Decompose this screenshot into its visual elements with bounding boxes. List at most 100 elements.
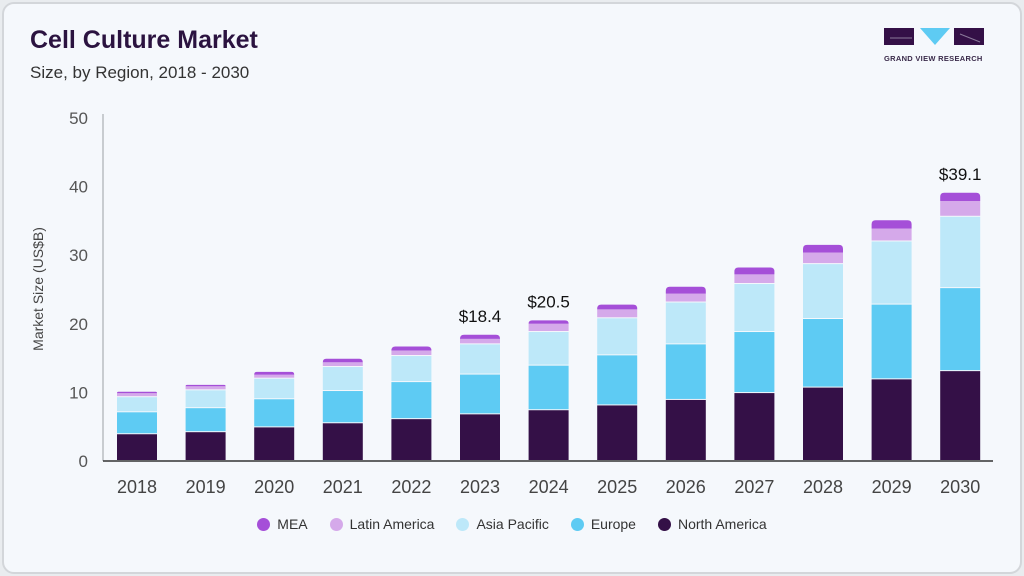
legend-item: North America: [657, 516, 767, 532]
bar-segment-north-america: [117, 434, 157, 460]
x-tick-label: 2021: [323, 477, 363, 497]
bar-segment-europe: [117, 412, 157, 434]
bar-segment-mea: [665, 286, 706, 294]
bar-segment-asia-pacific: [734, 284, 775, 332]
bar-segment-north-america: [185, 432, 226, 460]
bar-segment-latin-america: [734, 274, 775, 284]
x-tick-label: 2029: [872, 477, 912, 497]
legend-label: Latin America: [349, 516, 435, 532]
bar-segment-europe: [185, 408, 226, 432]
bar-segment-north-america: [597, 405, 638, 460]
x-tick-label: 2019: [186, 477, 226, 497]
y-tick-label: 30: [69, 246, 88, 265]
x-tick-label: 2030: [940, 477, 980, 497]
bar-segment-asia-pacific: [322, 367, 363, 391]
bar-segment-asia-pacific: [391, 356, 432, 382]
x-tick-label: 2024: [529, 477, 569, 497]
chart-subtitle: Size, by Region, 2018 - 2030: [30, 63, 250, 82]
bar-segment-mea: [254, 371, 295, 375]
y-tick-label: 0: [79, 452, 88, 471]
bar-segment-latin-america: [322, 362, 363, 367]
bar-segment-europe: [322, 391, 363, 423]
y-tick-label: 10: [69, 383, 88, 402]
bar-segment-latin-america: [117, 393, 157, 397]
bar-segment-asia-pacific: [117, 397, 157, 412]
grand-view-research-logo: GRAND VIEW RESEARCH: [884, 28, 984, 63]
x-tick-label: 2027: [734, 477, 774, 497]
bar-segment-latin-america: [460, 338, 500, 344]
legend-swatch-icon: [329, 517, 343, 531]
legend-label: Asia Pacific: [476, 516, 549, 532]
legend-label: MEA: [277, 516, 308, 532]
bar-segment-asia-pacific: [803, 264, 843, 318]
bar-segment-mea: [871, 220, 912, 229]
bar-segment-asia-pacific: [940, 216, 981, 288]
bar-segment-mea: [597, 304, 638, 310]
bar-segment-mea: [940, 192, 981, 202]
bar-segment-mea: [185, 384, 226, 387]
bar-segment-asia-pacific: [597, 318, 638, 355]
bar-segment-europe: [665, 344, 706, 399]
bar-segment-europe: [734, 332, 775, 393]
logo-mark-icon: [884, 28, 984, 45]
bar-segment-latin-america: [254, 374, 295, 378]
bar-segment-north-america: [391, 419, 432, 460]
bar-segment-north-america: [254, 427, 295, 460]
y-tick-label: 40: [69, 178, 88, 197]
bar-segment-mea: [734, 267, 775, 275]
bar-segment-europe: [391, 382, 432, 419]
bar-segment-north-america: [871, 379, 912, 460]
bar-segment-asia-pacific: [528, 332, 569, 365]
bar-segment-europe: [254, 399, 295, 427]
x-tick-label: 2022: [391, 477, 431, 497]
bar-segment-europe: [940, 288, 981, 371]
bar-segment-europe: [460, 374, 500, 414]
bar-segment-mea: [460, 334, 500, 339]
x-tick-label: 2023: [460, 477, 500, 497]
bar-segment-asia-pacific: [185, 390, 226, 408]
bar-segment-asia-pacific: [460, 344, 500, 374]
bar-segment-north-america: [665, 399, 706, 460]
legend-swatch-icon: [570, 517, 584, 531]
bar-segment-latin-america: [665, 293, 706, 302]
legend: MEA Latin America Asia Pacific Europe North …: [0, 516, 1024, 532]
bar-segment-latin-america: [597, 309, 638, 318]
chart-title: Cell Culture Market: [30, 26, 258, 54]
bar-segment-north-america: [940, 371, 981, 460]
bar-segment-asia-pacific: [871, 241, 912, 304]
data-label-total: $39.1: [939, 165, 982, 184]
legend-item: Latin America: [329, 516, 435, 532]
bar-segment-north-america: [734, 393, 775, 460]
legend-item: Europe: [570, 516, 636, 532]
bar-segment-mea: [322, 358, 363, 363]
y-tick-label: 20: [69, 315, 88, 334]
legend-item: Asia Pacific: [456, 516, 549, 532]
x-tick-label: 2025: [597, 477, 637, 497]
bar-segment-latin-america: [871, 228, 912, 241]
data-label-total: $20.5: [527, 292, 570, 311]
bar-segment-europe: [597, 355, 638, 405]
x-tick-label: 2026: [666, 477, 706, 497]
bar-segment-north-america: [528, 410, 569, 460]
x-tick-label: 2028: [803, 477, 843, 497]
legend-swatch-icon: [257, 517, 271, 531]
x-tick-label: 2018: [117, 477, 157, 497]
bar-segment-latin-america: [803, 252, 843, 264]
bar-segment-mea: [528, 320, 569, 324]
bar-segment-latin-america: [185, 386, 226, 390]
data-label-total: $18.4: [459, 307, 502, 326]
y-axis-title: Market Size (US$B): [30, 227, 46, 351]
bar-segment-mea: [803, 244, 843, 253]
legend-swatch-icon: [456, 517, 470, 531]
bar-segment-europe: [871, 304, 912, 379]
y-tick-label: 50: [69, 109, 88, 128]
x-tick-label: 2020: [254, 477, 294, 497]
bar-segment-mea: [117, 391, 157, 394]
bar-segment-latin-america: [391, 350, 432, 356]
bar-segment-latin-america: [528, 323, 569, 332]
bar-segment-europe: [803, 318, 843, 387]
legend-label: North America: [677, 516, 767, 532]
bar-segment-latin-america: [940, 201, 981, 216]
